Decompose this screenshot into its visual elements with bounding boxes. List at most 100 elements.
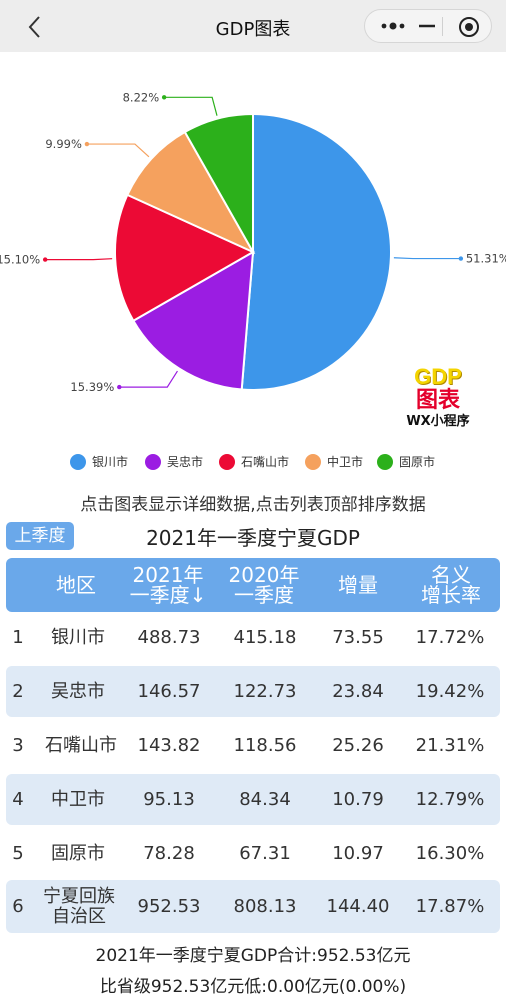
pie-label-dot [84, 141, 90, 147]
growth-rate-cell: 12.79% [415, 788, 485, 810]
gdp-pie-chart[interactable]: 51.31% 15.39% 15.10% 9.99% 8.22% [0, 60, 506, 445]
pie-label-dot [458, 256, 464, 261]
rank-cell: 5 [12, 842, 24, 864]
pie-label-dot [161, 95, 167, 100]
header-text: 名义 [431, 563, 471, 587]
table-row[interactable]: 3 石嘴山市 143.82 118.56 25.26 21.31% [6, 720, 500, 771]
region-cell: 银川市 [51, 626, 105, 648]
region-cell: 宁夏回族 自治区 [34, 880, 124, 933]
previous-quarter-button[interactable]: 上季度 [6, 522, 74, 550]
header-text: 一季度↓ [129, 583, 207, 607]
legend-dot [377, 454, 393, 470]
chart-legend: 银川市 吴忠市 石嘴山市 中卫市 固原市 [0, 452, 506, 472]
header-text: 2021年 [132, 563, 204, 587]
increase-cell: 10.79 [332, 788, 384, 810]
growth-rate-cell: 17.72% [415, 626, 485, 648]
legend-dot [70, 454, 86, 470]
table-row[interactable]: 4 中卫市 95.13 84.34 10.79 12.79% [6, 774, 500, 825]
pie-label-leader-line [393, 257, 461, 260]
pie-label-leader-line [45, 258, 113, 261]
gdp-chart-logo: GDP 图表 WX小程序 [398, 365, 478, 440]
region-cell: 石嘴山市 [45, 734, 117, 756]
column-header-growth-rate[interactable]: 名义 增长率 [406, 558, 496, 612]
provincial-comparison-summary: 比省级952.53亿元低:0.00亿元(0.00%) [99, 977, 407, 997]
logo-chart-text: 图表 [415, 388, 460, 413]
gdp-2020-cell: 84.34 [239, 788, 291, 810]
rank-cell: 6 [12, 895, 24, 917]
column-header-region[interactable]: 地区 [40, 558, 112, 612]
increase-cell: 144.40 [326, 895, 390, 917]
increase-cell: 23.84 [332, 680, 384, 702]
pie-label-leader-line [86, 143, 150, 158]
gdp-2021-cell: 146.57 [137, 680, 201, 702]
column-header-2021q1[interactable]: 2021年 一季度↓ [118, 558, 218, 612]
pie-slice-wuzhong[interactable] [132, 250, 255, 391]
pie-slice-zhongwei[interactable] [126, 130, 256, 255]
column-header-increase[interactable]: 增量 [316, 558, 400, 612]
increase-cell: 10.97 [332, 842, 384, 864]
gdp-2021-cell: 95.13 [143, 788, 195, 810]
logo-gdp-text: GDP [414, 364, 462, 389]
region-name-line: 宁夏回族 [43, 885, 115, 907]
header-text: 一季度 [234, 583, 294, 607]
close-target-icon[interactable] [455, 13, 483, 41]
gdp-2020-cell: 808.13 [233, 895, 297, 917]
gdp-2021-cell: 488.73 [137, 626, 201, 648]
logo-wx-text: WX小程序 [406, 414, 470, 429]
back-arrow-icon[interactable] [20, 12, 50, 42]
pie-label-yinchuan: 51.31% [466, 252, 506, 266]
capsule-divider [442, 17, 443, 36]
table-header: 地区 2021年 一季度↓ 2020年 一季度 增量 名义 增长率 [6, 558, 500, 612]
gdp-2020-cell: 415.18 [233, 626, 297, 648]
instruction-hint: 点击图表显示详细数据,点击列表顶部排序数据 [80, 495, 426, 515]
legend-label: 石嘴山市 [241, 455, 290, 469]
gdp-2020-cell: 122.73 [233, 680, 297, 702]
gdp-2021-cell: 952.53 [137, 895, 201, 917]
rank-cell: 2 [12, 680, 24, 702]
pie-label-leader-line [164, 96, 218, 116]
pie-slice-shizuishan[interactable] [114, 193, 256, 323]
rank-cell: 4 [12, 788, 24, 810]
pie-label-guyuan: 8.22% [123, 90, 160, 104]
minimize-icon[interactable] [413, 12, 441, 40]
table-row[interactable]: 2 吴忠市 146.57 122.73 23.84 19.42% [6, 666, 500, 717]
rank-cell: 3 [12, 734, 24, 756]
table-row[interactable]: 6 宁夏回族 自治区 952.53 808.13 144.40 17.87% [6, 880, 500, 933]
pie-slice-yinchuan[interactable] [240, 112, 392, 391]
region-cell: 中卫市 [51, 788, 105, 810]
region-cell: 吴忠市 [51, 680, 105, 702]
header-text: 增长率 [421, 583, 481, 607]
legend-label: 固原市 [399, 455, 436, 469]
column-header-2020q1[interactable]: 2020年 一季度 [216, 558, 312, 612]
table-row[interactable]: 5 固原市 78.28 67.31 10.97 16.30% [6, 828, 500, 879]
growth-rate-cell: 19.42% [415, 680, 485, 702]
legend-label: 银川市 [92, 455, 129, 469]
growth-rate-cell: 16.30% [415, 842, 485, 864]
growth-rate-cell: 17.87% [415, 895, 485, 917]
mini-program-capsule [364, 9, 492, 43]
more-dots-icon[interactable] [373, 12, 413, 40]
growth-rate-cell: 21.31% [415, 734, 485, 756]
rank-cell: 1 [12, 626, 24, 648]
gdp-2021-cell: 78.28 [143, 842, 195, 864]
pie-label-dot [117, 384, 122, 390]
increase-cell: 73.55 [332, 626, 384, 648]
legend-dot [145, 454, 161, 470]
pie-slice-guyuan[interactable] [183, 112, 254, 256]
legend-label: 吴忠市 [167, 455, 204, 469]
gdp-2020-cell: 67.31 [239, 842, 291, 864]
pie-label-shizuishan: 15.10% [0, 253, 40, 267]
gdp-2021-cell: 143.82 [137, 734, 201, 756]
gdp-total-summary: 2021年一季度宁夏GDP合计:952.53亿元 [95, 946, 411, 966]
table-title: 2021年一季度宁夏GDP [146, 526, 360, 550]
gdp-2020-cell: 118.56 [233, 734, 297, 756]
legend-label: 中卫市 [327, 455, 364, 469]
pie-label-zhongwei: 9.99% [45, 137, 82, 151]
navigation-bar: GDP图表 [0, 0, 506, 52]
legend-dot [219, 454, 235, 470]
header-text: 2020年 [228, 563, 300, 587]
pie-label-dot [42, 257, 48, 262]
legend-dot [305, 454, 321, 470]
table-row[interactable]: 1 银川市 488.73 415.18 73.55 17.72% [6, 612, 500, 663]
region-cell: 固原市 [51, 842, 105, 864]
